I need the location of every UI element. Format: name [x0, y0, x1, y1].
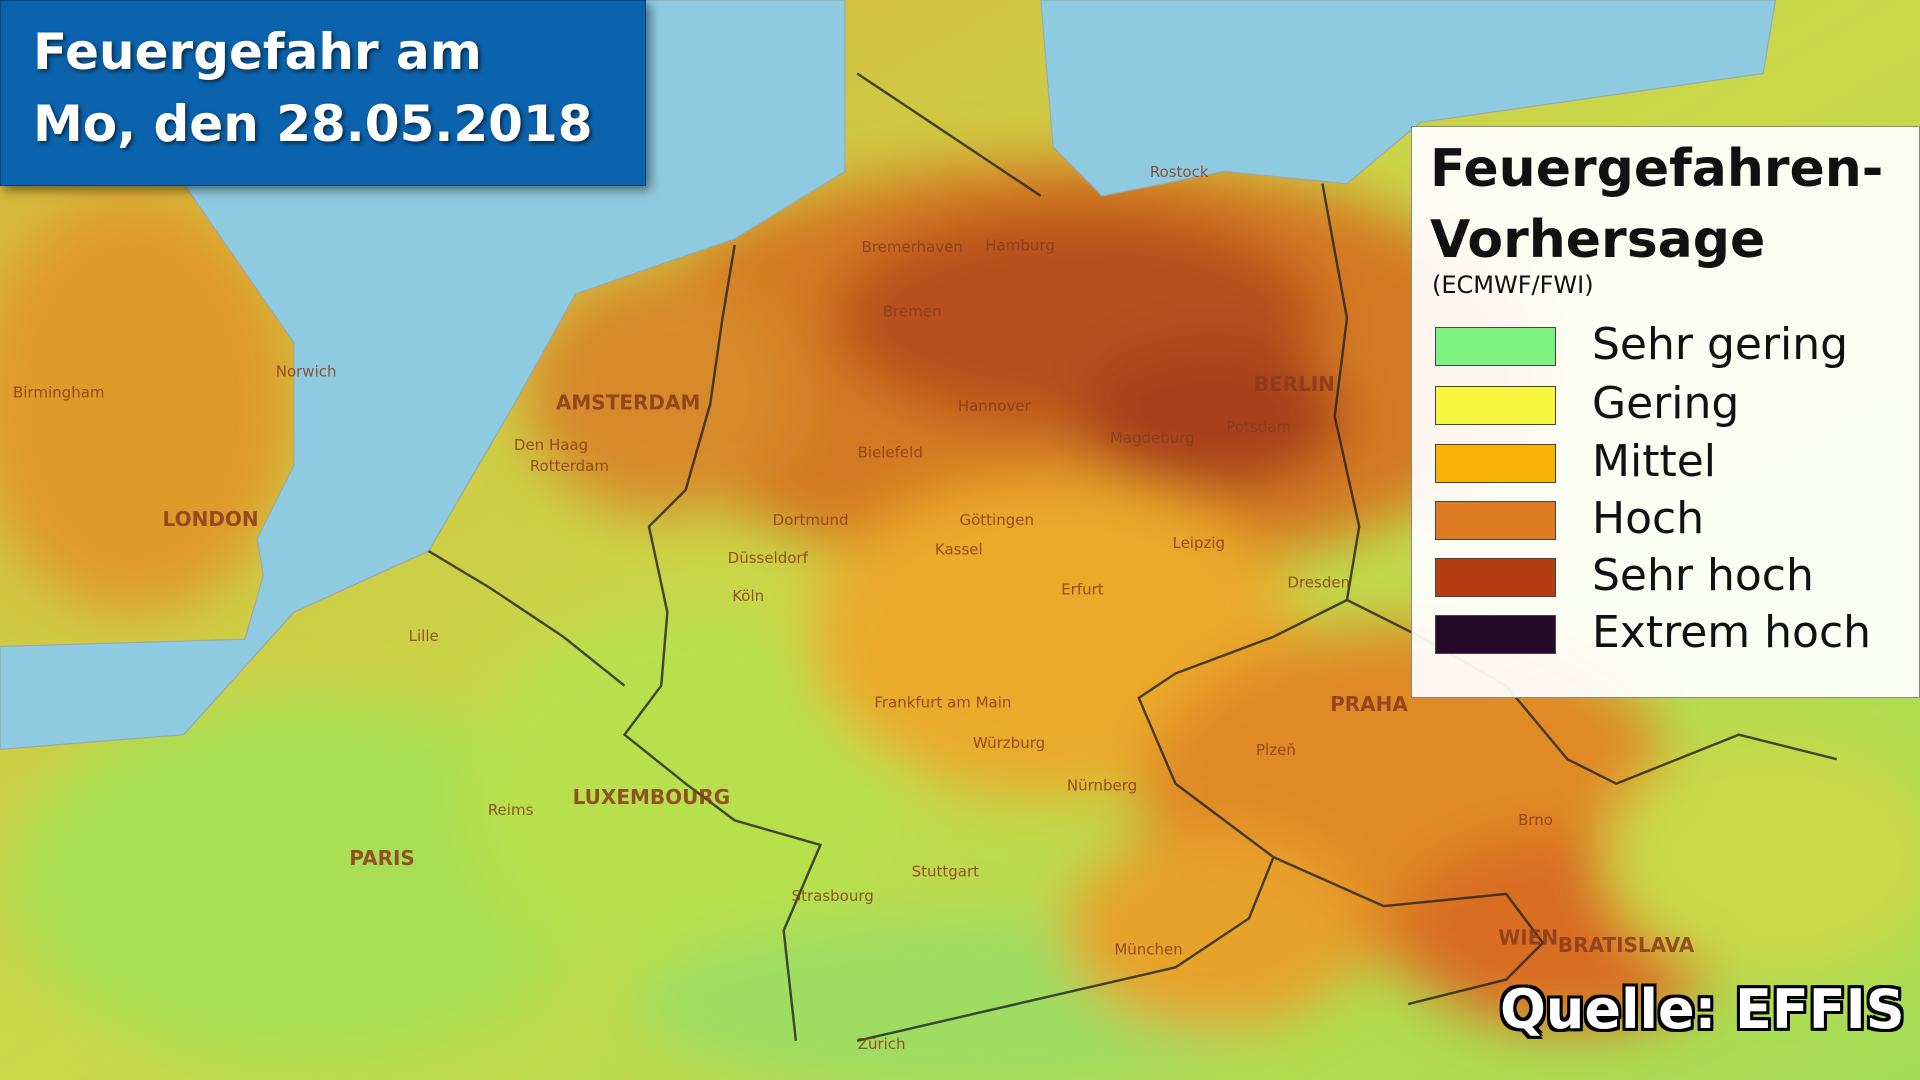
- legend-label: Sehr hoch: [1592, 550, 1814, 601]
- legend-label: Sehr gering: [1592, 319, 1849, 370]
- city-label: Bremen: [883, 303, 942, 321]
- city-label: LONDON: [163, 507, 259, 531]
- city-label: AMSTERDAM: [556, 391, 700, 415]
- legend: Feuergefahren- Vorhersage (ECMWF/FWI) Se…: [1411, 126, 1920, 698]
- city-label: Köln: [732, 587, 764, 605]
- city-label: Würzburg: [973, 734, 1045, 752]
- city-label: Reims: [488, 801, 534, 819]
- legend-label: Hoch: [1592, 493, 1705, 544]
- fire-danger-field: [0, 159, 1920, 1080]
- title: Feuergefahr am: [33, 23, 482, 81]
- city-label: Norwich: [276, 363, 337, 381]
- city-label: Den Haag: [514, 436, 588, 454]
- city-label: Birmingham: [13, 384, 104, 402]
- legend-swatch: [1435, 501, 1556, 540]
- city-label: Leipzig: [1172, 534, 1225, 552]
- legend-swatch: [1435, 558, 1556, 597]
- city-label: München: [1114, 941, 1182, 959]
- city-label: Dresden: [1287, 573, 1350, 591]
- city-label: BRATISLAVA: [1558, 933, 1695, 957]
- city-label: Kassel: [935, 540, 983, 558]
- legend-label: Extrem hoch: [1592, 607, 1872, 658]
- legend-title: Feuergefahren-: [1430, 139, 1884, 199]
- city-label: PARIS: [349, 846, 415, 870]
- legend-swatch: [1435, 615, 1556, 654]
- city-label: Magdeburg: [1110, 429, 1195, 447]
- city-label: Hamburg: [985, 237, 1055, 255]
- source: Quelle: EFFIS: [1500, 978, 1905, 1041]
- legend-title: Vorhersage: [1430, 210, 1766, 270]
- city-label: WIEN: [1498, 926, 1558, 950]
- sea: [0, 0, 1777, 751]
- legend-label: Mittel: [1592, 436, 1716, 487]
- city-label: Nürnberg: [1067, 777, 1137, 795]
- legend-swatch: [1435, 327, 1556, 366]
- city-label: Bielefeld: [858, 444, 923, 462]
- legend-swatch: [1435, 386, 1556, 425]
- city-label: Erfurt: [1061, 581, 1104, 599]
- city-label: Dortmund: [773, 511, 849, 529]
- city-label: Göttingen: [959, 511, 1034, 529]
- legend-label: Gering: [1592, 378, 1740, 429]
- city-label: Hannover: [958, 397, 1032, 415]
- city-label: Zürich: [858, 1035, 906, 1053]
- city-label: Frankfurt am Main: [874, 693, 1011, 711]
- city-label: Stuttgart: [912, 862, 980, 880]
- city-label: Strasbourg: [792, 887, 874, 905]
- city-label: Brno: [1518, 811, 1553, 829]
- city-label: Potsdam: [1226, 418, 1291, 436]
- city-label: LUXEMBOURG: [573, 785, 731, 809]
- city-label: Rotterdam: [530, 457, 609, 475]
- city-label: BERLIN: [1254, 372, 1335, 396]
- city-label: Lille: [409, 627, 439, 645]
- city-label: PRAHA: [1330, 692, 1408, 716]
- city-label: Düsseldorf: [728, 549, 809, 567]
- title-box: Feuergefahr am Mo, den 28.05.2018: [0, 0, 646, 186]
- city-label: Bremerhaven: [862, 238, 963, 256]
- legend-swatch: [1435, 444, 1556, 483]
- city-label: Rostock: [1150, 163, 1209, 181]
- title: Mo, den 28.05.2018: [33, 95, 593, 153]
- city-label: Plzeň: [1256, 741, 1296, 759]
- legend-subtitle: (ECMWF/FWI): [1432, 271, 1594, 299]
